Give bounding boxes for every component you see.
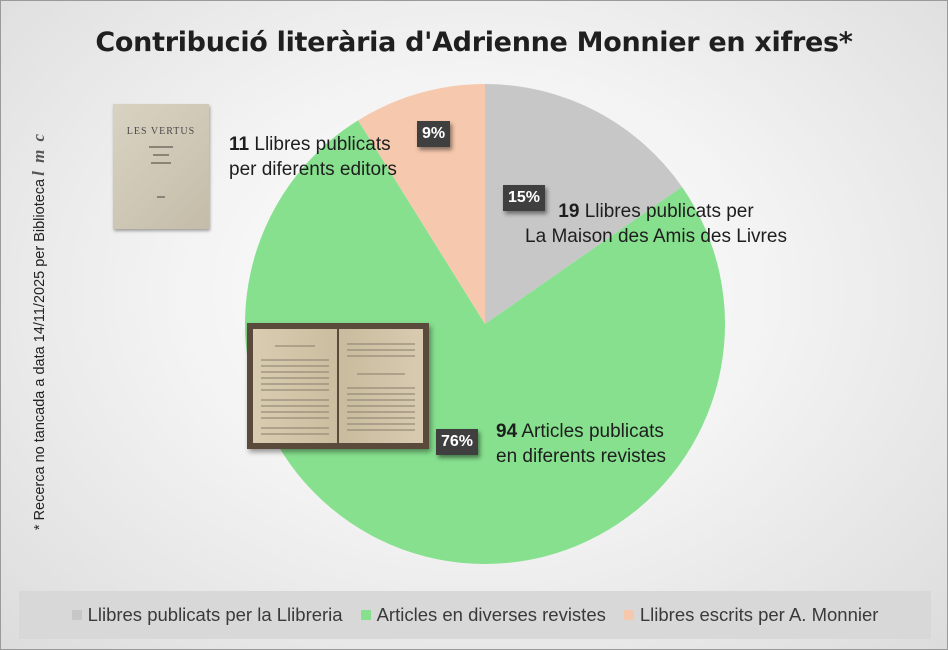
legend-swatch-revistes — [360, 610, 371, 620]
pie-slice-llibreria — [485, 84, 682, 324]
pct-label-editors: 9% — [417, 121, 451, 147]
slice-desc1-editors: Llibres publicats — [254, 134, 391, 155]
slice-desc1-llibreria: Llibres publicats per — [584, 201, 754, 222]
legend-swatch-editors — [623, 610, 634, 620]
slice-count-revistes: 94 — [496, 421, 518, 442]
legend-swatch-llibreria — [71, 610, 82, 620]
legend-item-llibreria: Llibres publicats per la Llibreria — [71, 604, 343, 626]
chart-title: Contribució literària d'Adrienne Monnier… — [95, 27, 853, 58]
slice-count-editors: 11 — [229, 134, 250, 155]
slice-desc1-revistes: Articles publicats — [521, 421, 664, 442]
legend-label-llibreria: Llibres publicats per la Llibreria — [87, 604, 343, 625]
pie-slice-revistes — [244, 120, 725, 564]
open-book-image — [247, 323, 429, 449]
slice-desc2-llibreria: La Maison des Amis des Livres — [525, 226, 787, 247]
slice-count-llibreria: 19 — [558, 201, 580, 222]
slice-label-revistes: 94 Articles publicats en diferents revis… — [496, 419, 666, 469]
slice-desc2-revistes: en diferents revistes — [496, 446, 667, 467]
pie-slice-editors — [358, 84, 485, 324]
book-cover-title: LES VERTUS — [126, 126, 196, 137]
pct-label-llibreria: 15% — [503, 185, 546, 211]
book-cover-image: LES VERTUS — [113, 104, 209, 229]
slice-label-editors: 11 Llibres publicats per diferents edito… — [229, 132, 397, 182]
slice-label-llibreria: 19 Llibres publicats per La Maison des A… — [511, 199, 801, 249]
legend-label-editors: Llibres escrits per A. Monnier — [639, 604, 879, 625]
legend: Llibres publicats per la Llibreria Artic… — [19, 591, 931, 639]
slice-desc2-editors: per diferents editors — [229, 159, 397, 180]
legend-label-revistes: Articles en diverses revistes — [376, 604, 606, 625]
pct-label-revistes: 76% — [436, 429, 479, 455]
legend-item-editors: Llibres escrits per A. Monnier — [623, 604, 879, 626]
legend-item-revistes: Articles en diverses revistes — [360, 604, 606, 626]
